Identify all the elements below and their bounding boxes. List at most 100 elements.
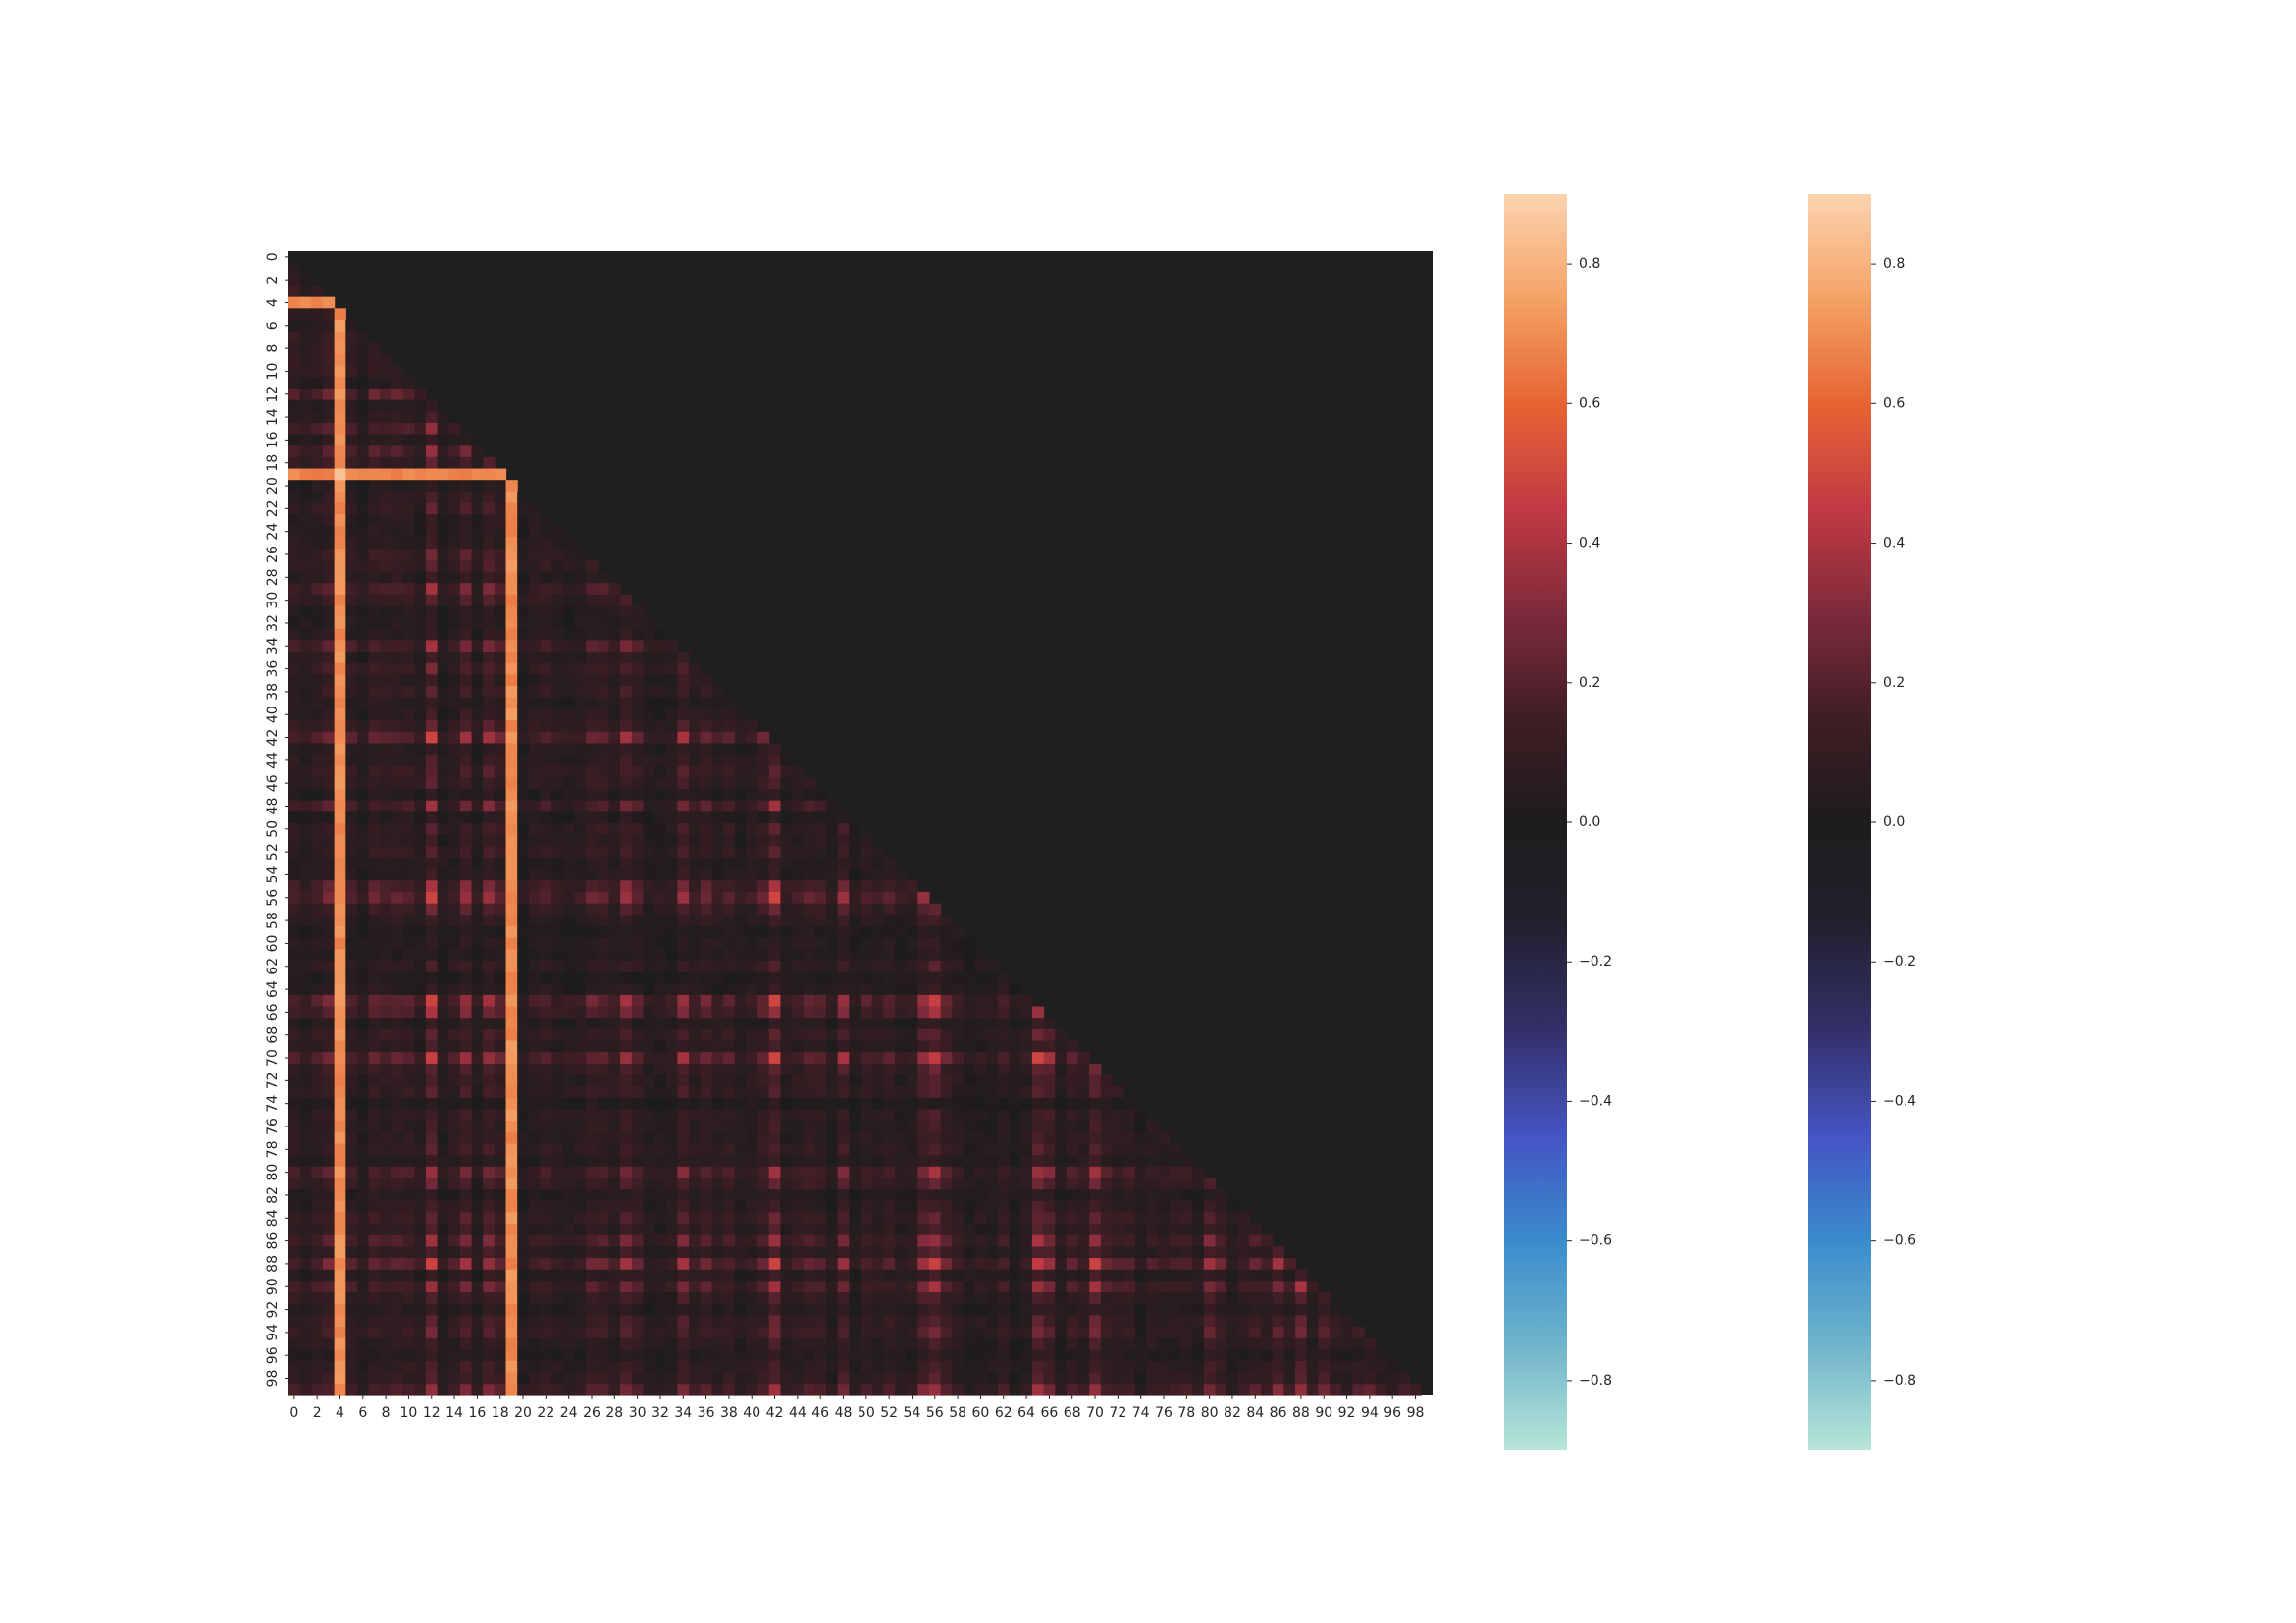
heatmap-cell (471, 1028, 484, 1042)
heatmap-cell (940, 1109, 953, 1122)
heatmap-cell (963, 1349, 976, 1362)
heatmap-cell (391, 697, 404, 709)
heatmap-cell (1055, 1086, 1068, 1099)
heatmap-cell (299, 274, 312, 287)
heatmap-cell (952, 1258, 965, 1271)
heatmap-cell (368, 1384, 381, 1396)
heatmap-cell (483, 605, 496, 618)
heatmap-cell (665, 1303, 679, 1316)
heatmap-cell (1009, 1028, 1021, 1042)
heatmap-cell (803, 1109, 815, 1122)
heatmap-cell (631, 743, 645, 756)
heatmap-cell (494, 1063, 507, 1076)
heatmap-cell (471, 925, 484, 939)
heatmap-cell (1020, 1086, 1033, 1099)
heatmap-cell (1089, 1074, 1102, 1087)
heatmap-cell (299, 994, 312, 1008)
heatmap-cell (368, 1121, 381, 1133)
heatmap-cell (391, 640, 404, 653)
heatmap-cell (792, 1018, 805, 1030)
heatmap-cell (689, 777, 702, 790)
heatmap-cell (356, 1212, 370, 1225)
heatmap-cell (1249, 1372, 1262, 1385)
heatmap-cell (1180, 1349, 1193, 1362)
heatmap-cell (459, 525, 473, 539)
heatmap-cell (414, 868, 427, 881)
heatmap-cell (974, 1234, 987, 1248)
heatmap-cell (368, 983, 381, 996)
heatmap-cell (1031, 1384, 1045, 1396)
heatmap-cell (906, 971, 918, 984)
heatmap-cell (768, 1327, 781, 1339)
heatmap-cell (723, 1384, 736, 1396)
heatmap-cell (608, 605, 621, 618)
heatmap-cell (586, 949, 599, 962)
heatmap-cell (620, 1384, 633, 1396)
heatmap-cell (414, 1269, 427, 1282)
heatmap-cell (368, 812, 381, 824)
heatmap-cell (1330, 1361, 1342, 1374)
heatmap-cell (391, 686, 404, 699)
heatmap-cell (448, 583, 461, 596)
heatmap-cell (483, 617, 496, 630)
heatmap-cell (1020, 1028, 1033, 1042)
heatmap-cell (608, 1143, 621, 1156)
heatmap-cell (368, 755, 381, 767)
heatmap-cell (288, 903, 301, 916)
heatmap-cell (1330, 1372, 1342, 1385)
heatmap-cell (322, 994, 336, 1008)
heatmap-cell (517, 697, 530, 709)
heatmap-cell (299, 915, 312, 927)
heatmap-cell (356, 1315, 370, 1328)
heatmap-cell (1089, 1246, 1102, 1259)
heatmap-cell (1180, 1189, 1193, 1202)
heatmap-cell (1169, 1327, 1182, 1339)
heatmap-cell (540, 1189, 552, 1202)
heatmap-cell (425, 1337, 439, 1350)
heatmap-cell (883, 1131, 896, 1145)
heatmap-cell (459, 1200, 473, 1214)
heatmap-cell (917, 1131, 930, 1145)
heatmap-cell (345, 514, 358, 527)
heatmap-cell (356, 662, 370, 676)
heatmap-cell (963, 1086, 976, 1099)
heatmap-cell (768, 1178, 781, 1190)
heatmap-cell (883, 880, 896, 893)
heatmap-cell (861, 1040, 873, 1053)
heatmap-cell (665, 1292, 679, 1305)
heatmap-cell (517, 1074, 530, 1087)
heatmap-cell (311, 411, 324, 424)
heatmap-cell (471, 1327, 484, 1339)
heatmap-cell (689, 1327, 702, 1339)
heatmap-cell (1123, 1349, 1136, 1362)
heatmap-cell (986, 971, 999, 984)
heatmap-cell (974, 1246, 987, 1259)
heatmap-cell (425, 549, 439, 561)
heatmap-cell (368, 514, 381, 527)
heatmap-cell (654, 1327, 667, 1339)
heatmap-cell (734, 755, 747, 767)
heatmap-cell (540, 983, 552, 996)
heatmap-cell (334, 1303, 346, 1316)
heatmap-cell (837, 1327, 850, 1339)
heatmap-cell (414, 549, 427, 561)
heatmap-cell (928, 994, 942, 1008)
heatmap-cell (1031, 1349, 1045, 1362)
heatmap-cell (505, 1063, 518, 1076)
heatmap-cell (803, 1040, 815, 1053)
heatmap-cell (368, 1269, 381, 1282)
heatmap-cell (574, 1040, 587, 1053)
heatmap-cell (356, 1361, 370, 1374)
heatmap-cell (459, 949, 473, 962)
heatmap-cell (631, 1258, 645, 1271)
heatmap-cell (288, 1212, 301, 1225)
heatmap-cell (1009, 1178, 1021, 1190)
heatmap-cell (986, 1315, 999, 1328)
heatmap-cell (780, 891, 793, 905)
heatmap-cell (414, 468, 427, 481)
heatmap-cell (562, 594, 576, 607)
heatmap-cell (631, 1040, 645, 1053)
heatmap-cell (997, 1109, 1011, 1122)
heatmap-cell (414, 949, 427, 962)
heatmap-cell (894, 1384, 908, 1396)
